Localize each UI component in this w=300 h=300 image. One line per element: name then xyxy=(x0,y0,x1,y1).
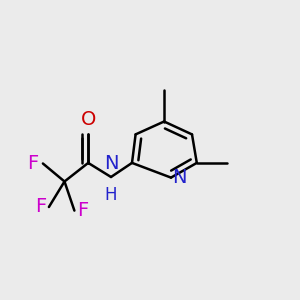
Text: H: H xyxy=(105,186,117,204)
Text: F: F xyxy=(77,201,89,220)
Text: F: F xyxy=(35,197,46,217)
Text: N: N xyxy=(104,154,118,173)
Text: F: F xyxy=(28,154,39,173)
Text: N: N xyxy=(172,168,187,187)
Text: O: O xyxy=(80,110,96,129)
